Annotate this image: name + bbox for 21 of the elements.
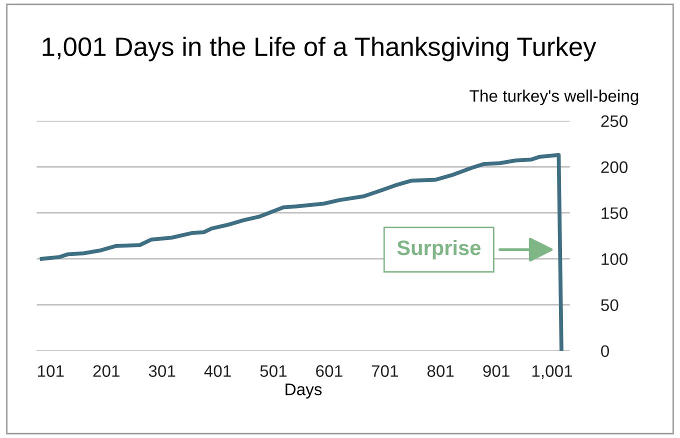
x-tick-label: 301 bbox=[148, 365, 176, 377]
y-tick-label: 200 bbox=[601, 161, 628, 174]
x-tick-label: 901 bbox=[483, 365, 510, 377]
x-tick-label: 201 bbox=[93, 365, 120, 377]
x-tick-label: 101 bbox=[38, 365, 64, 377]
y-tick-label: 100 bbox=[602, 253, 628, 266]
y-tick-label: 150 bbox=[602, 207, 628, 220]
x-tick-label: 601 bbox=[316, 365, 342, 377]
x-tick-label: 401 bbox=[204, 365, 231, 377]
chart-title: 1,001 Days in the Life of a Thanksgiving Turkey bbox=[42, 36, 596, 62]
y-tick-label: 0 bbox=[601, 345, 610, 358]
annotation: Surprise bbox=[397, 240, 480, 260]
x-tick-label: 1,001 bbox=[532, 365, 572, 379]
x-axis-title: Days bbox=[286, 384, 322, 399]
y-axis-title: The turkey's well-being bbox=[470, 90, 638, 106]
x-tick-label: 801 bbox=[427, 365, 454, 377]
line-series bbox=[40, 152, 564, 351]
y-tick-label: 50 bbox=[601, 299, 618, 312]
x-tick-label: 501 bbox=[260, 365, 287, 377]
x-tick-label: 701 bbox=[372, 365, 398, 377]
y-tick-label: 250 bbox=[601, 115, 628, 128]
